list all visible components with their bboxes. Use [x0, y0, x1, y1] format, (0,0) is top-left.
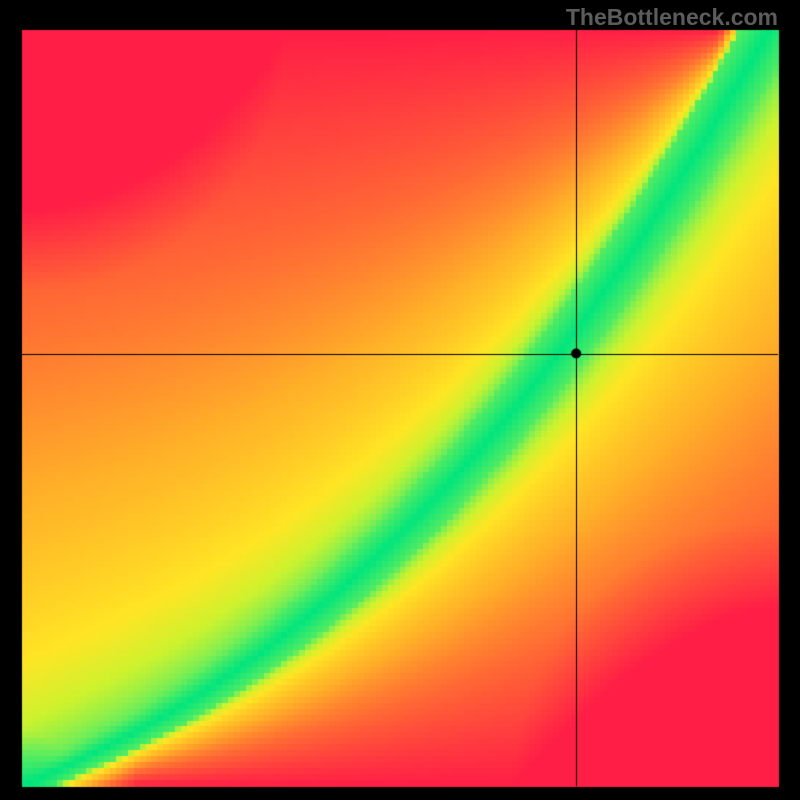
chart-container: TheBottleneck.com — [0, 0, 800, 800]
bottleneck-heatmap — [0, 0, 800, 800]
watermark-text: TheBottleneck.com — [566, 4, 778, 31]
